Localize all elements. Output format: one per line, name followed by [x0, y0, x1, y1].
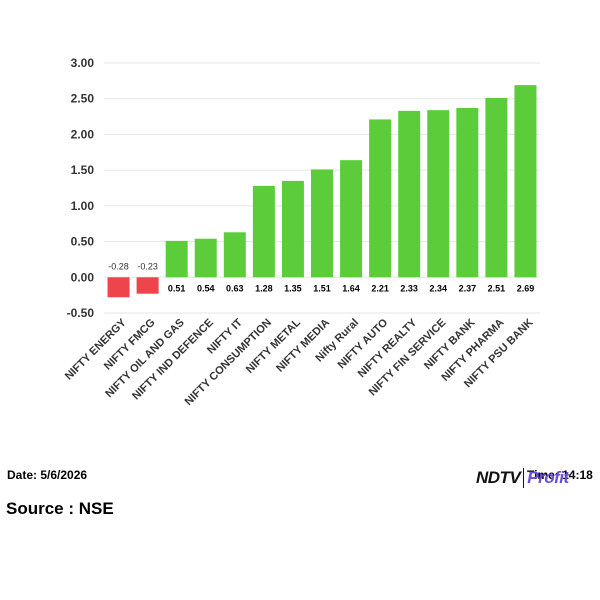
y-tick-label: 0.50 [71, 235, 95, 249]
bar [340, 160, 363, 278]
data-label: 2.34 [430, 283, 448, 293]
time-label: Time: 14:18 [527, 468, 593, 482]
bar [485, 98, 508, 278]
y-tick-label: 2.00 [71, 127, 95, 141]
source-label: Source : NSE [6, 499, 114, 518]
logo-profit-text: Profit [527, 468, 569, 487]
data-label: 2.21 [371, 283, 389, 293]
bar [311, 169, 333, 278]
data-label: 1.35 [284, 283, 302, 293]
data-label: 0.51 [168, 283, 186, 293]
data-label: 2.69 [517, 283, 535, 293]
bar-chart: 3.002.502.001.501.000.500.00-0.50-0.28NI… [63, 56, 540, 408]
bar [427, 110, 450, 278]
bar [398, 110, 421, 278]
data-label: 0.63 [226, 283, 244, 293]
bar [223, 232, 246, 278]
y-tick-label: -0.50 [67, 306, 95, 320]
data-label: 0.54 [197, 283, 215, 293]
bar [281, 180, 304, 278]
y-tick-label: 0.00 [71, 270, 95, 284]
date-label: Date: 5/6/2026 [7, 468, 88, 482]
bar [514, 85, 537, 278]
bar [165, 240, 188, 278]
data-label: 1.64 [342, 283, 360, 293]
data-label: -0.23 [137, 261, 158, 271]
logo-ndtv-text: NDTV [476, 468, 521, 487]
bar [456, 108, 479, 278]
bar [194, 238, 217, 278]
data-label: 1.28 [255, 283, 273, 293]
data-label: 2.33 [400, 283, 418, 293]
bar [136, 277, 159, 294]
ndtv-profit-logo: NDTV Profit [476, 467, 569, 489]
y-tick-label: 2.50 [71, 92, 95, 106]
data-label: 2.51 [488, 283, 506, 293]
bar [252, 185, 275, 278]
data-label: 2.37 [459, 283, 477, 293]
data-label: 1.51 [313, 283, 331, 293]
y-tick-label: 1.50 [71, 163, 95, 177]
logo-separator [523, 468, 525, 488]
y-tick-label: 1.00 [71, 199, 95, 213]
data-label: -0.28 [108, 261, 129, 271]
y-tick-label: 3.00 [71, 56, 95, 70]
bar [369, 119, 392, 278]
bar [107, 277, 130, 298]
